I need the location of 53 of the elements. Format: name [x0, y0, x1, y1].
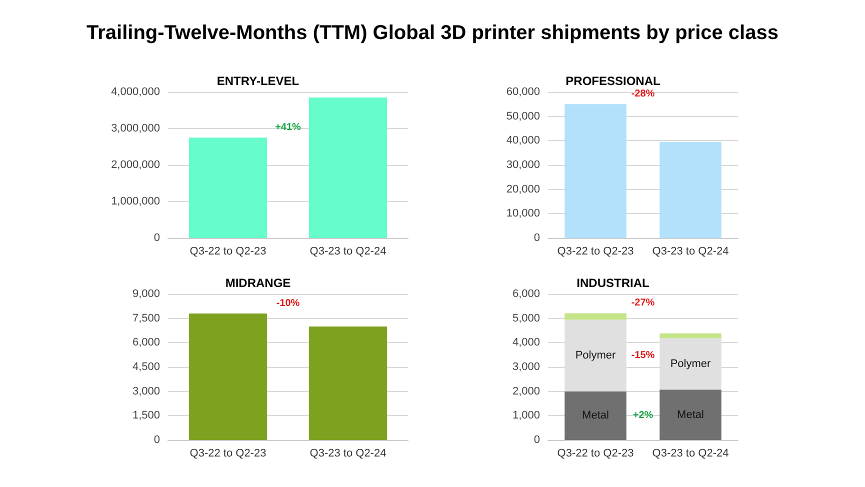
y-tick-label: 5,000: [512, 312, 540, 324]
chart-subtitle: ENTRY-LEVEL: [216, 74, 300, 88]
annotation: -10%: [276, 298, 300, 309]
y-tick-label: 40,000: [506, 134, 540, 147]
y-tick-label: 3,000,000: [111, 122, 160, 134]
y-tick-label: 7,500: [132, 312, 160, 324]
y-tick-label: 4,500: [132, 361, 160, 373]
annotation: -15%: [631, 350, 655, 362]
series-label: Metal: [582, 410, 609, 422]
chart-subtitle: MIDRANGE: [225, 276, 291, 290]
y-tick-label: 10,000: [506, 208, 540, 220]
y-tick-label: 1,000: [512, 410, 540, 422]
series-label: Polymer: [575, 350, 616, 362]
x-tick-label: Q3-23 to Q2-24: [652, 246, 729, 258]
y-tick-label: 60,000: [506, 86, 540, 98]
x-tick-label: Q3-23 to Q2-24: [310, 448, 386, 460]
y-tick-label: 0: [534, 434, 540, 446]
annotation: -28%: [631, 88, 655, 100]
y-tick-label: 1,000,000: [111, 196, 160, 208]
bar: [564, 313, 626, 320]
bar: [660, 390, 722, 440]
y-tick-label: 0: [534, 232, 540, 244]
y-tick-label: 3,000: [512, 361, 540, 373]
chart-subtitle: INDUSTRIAL: [576, 276, 650, 290]
y-tick-label: 6,000: [132, 336, 160, 349]
chart-title: Trailing-Twelve-Months (TTM) Global 3D printer shipments by price class: [86, 22, 780, 45]
y-tick-label: 2,000: [512, 385, 540, 398]
y-tick-label: 4,000: [512, 336, 540, 349]
x-tick-label: Q3-23 to Q2-24: [652, 448, 729, 460]
bar: [660, 333, 722, 338]
bar: [564, 391, 626, 440]
x-tick-label: Q3-22 to Q2-23: [190, 246, 266, 258]
annotation: +41%: [275, 122, 302, 134]
text: Metal: [677, 408, 704, 421]
x-tick-label: Q3-22 to Q2-23: [190, 448, 266, 460]
y-tick-label: 30,000: [506, 159, 540, 171]
y-tick-label: 9,000: [132, 288, 160, 300]
chart-subtitle: PROFESSIONAL: [566, 74, 660, 88]
x-tick-label: Q3-23 to Q2-24: [310, 246, 386, 258]
y-tick-label: 0: [154, 434, 160, 446]
y-tick-label: 2,000,000: [111, 159, 160, 171]
y-tick-label: 0: [154, 232, 160, 244]
text: Polymer: [670, 358, 711, 370]
y-tick-label: 20,000: [506, 183, 540, 196]
y-tick-label: 1,500: [132, 410, 160, 422]
y-tick-label: 50,000: [506, 110, 540, 122]
x-tick-label: Q3-22 to Q2-23: [557, 246, 634, 258]
annotation: -27%: [631, 298, 655, 309]
annotation: +2%: [632, 410, 654, 422]
y-tick-label: 4,000,000: [111, 86, 160, 98]
x-tick-label: Q3-22 to Q2-23: [557, 448, 634, 460]
y-tick-label: 3,000: [132, 385, 160, 398]
y-tick-label: 6,000: [512, 288, 540, 300]
